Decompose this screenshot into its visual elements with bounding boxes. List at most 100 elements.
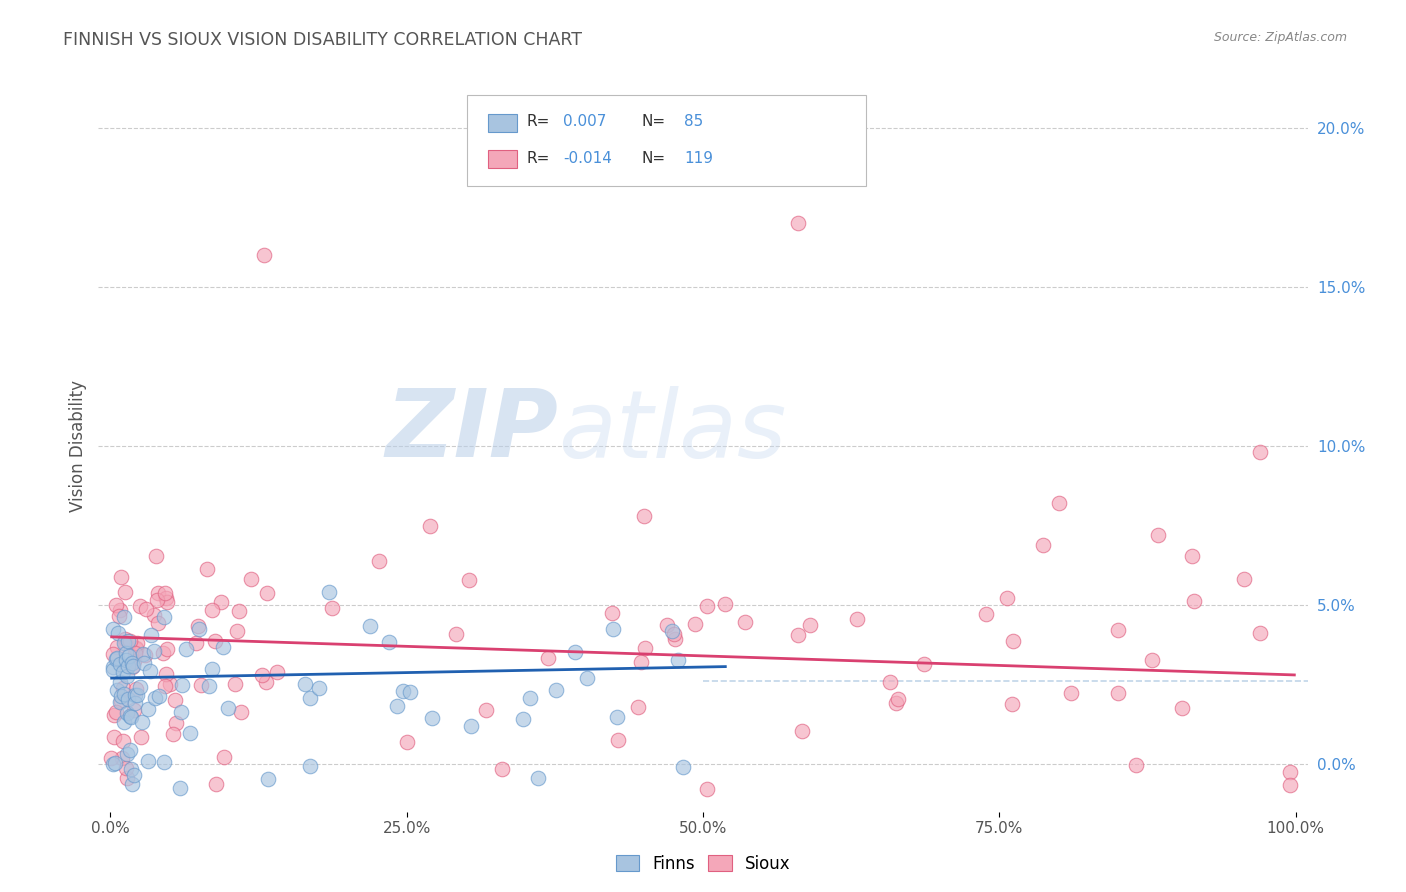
Point (602, 622, 624, 636)
Point (714, 597, 737, 611)
Point (170, 705, 193, 719)
Point (205, 777, 228, 791)
Point (153, 679, 176, 693)
Point (125, 641, 148, 656)
Point (627, 700, 650, 714)
Point (176, 641, 198, 656)
Point (134, 648, 156, 662)
Point (162, 727, 184, 741)
Text: N=: N= (641, 114, 665, 129)
Point (359, 619, 381, 633)
Point (115, 646, 138, 660)
Point (229, 705, 252, 719)
Point (576, 671, 599, 685)
Point (114, 636, 136, 650)
Point (138, 702, 160, 716)
Point (399, 685, 422, 699)
Point (101, 663, 124, 677)
Point (395, 734, 418, 748)
Point (155, 666, 177, 681)
Y-axis label: Vision Disability: Vision Disability (69, 380, 87, 512)
Point (169, 780, 191, 795)
Point (790, 724, 813, 739)
Point (103, 708, 125, 723)
Point (120, 742, 142, 756)
Point (661, 624, 683, 639)
Point (195, 562, 218, 576)
Point (101, 660, 124, 674)
Point (308, 681, 330, 696)
Point (112, 636, 135, 650)
Point (115, 747, 138, 762)
Point (696, 782, 718, 797)
Point (200, 603, 222, 617)
Point (294, 677, 316, 691)
Point (142, 608, 165, 623)
Point (683, 617, 706, 632)
Point (1249, 625, 1271, 640)
Text: Source: ZipAtlas.com: Source: ZipAtlas.com (1213, 31, 1347, 45)
Point (1182, 594, 1205, 608)
Point (217, 701, 239, 715)
Point (607, 732, 630, 747)
Point (127, 636, 149, 650)
Point (110, 570, 132, 584)
Point (117, 659, 139, 673)
Point (212, 750, 235, 764)
Point (367, 554, 389, 568)
Point (846, 612, 869, 626)
Point (139, 664, 162, 678)
Point (253, 248, 276, 262)
Point (1032, 538, 1054, 552)
Point (104, 598, 127, 612)
Point (118, 648, 141, 663)
Point (114, 585, 136, 599)
Text: atlas: atlas (558, 386, 786, 477)
Point (799, 618, 821, 632)
Point (110, 694, 132, 708)
Point (153, 610, 176, 624)
Point (114, 715, 136, 730)
Point (419, 518, 441, 533)
Point (107, 625, 129, 640)
Point (124, 646, 146, 660)
Point (124, 688, 146, 702)
Point (108, 603, 131, 617)
Point (135, 602, 157, 616)
Point (122, 768, 145, 782)
Point (387, 698, 409, 713)
Point (142, 643, 165, 657)
Legend: Finns, Sioux: Finns, Sioux (609, 848, 797, 880)
Point (117, 692, 139, 706)
Point (526, 771, 548, 785)
Point (115, 706, 138, 721)
Point (165, 716, 187, 731)
Point (634, 641, 657, 656)
Point (129, 680, 152, 694)
Point (105, 651, 128, 665)
Point (108, 695, 131, 709)
Point (100, 751, 122, 765)
Point (112, 734, 135, 748)
FancyBboxPatch shape (488, 114, 517, 132)
Text: ZIP: ZIP (385, 385, 558, 477)
Point (110, 657, 132, 671)
FancyBboxPatch shape (467, 95, 866, 186)
Point (321, 600, 343, 615)
Point (1278, 778, 1301, 792)
Text: R=: R= (527, 151, 550, 166)
Point (156, 642, 179, 657)
Point (912, 657, 935, 672)
Point (118, 633, 141, 648)
Point (655, 617, 678, 632)
Point (153, 585, 176, 599)
Point (250, 668, 273, 682)
Point (101, 647, 124, 661)
Point (121, 777, 143, 791)
Text: 0.007: 0.007 (562, 114, 606, 129)
Point (110, 689, 132, 703)
Point (112, 665, 135, 679)
Point (148, 615, 170, 630)
Point (211, 595, 233, 609)
Point (128, 599, 150, 614)
